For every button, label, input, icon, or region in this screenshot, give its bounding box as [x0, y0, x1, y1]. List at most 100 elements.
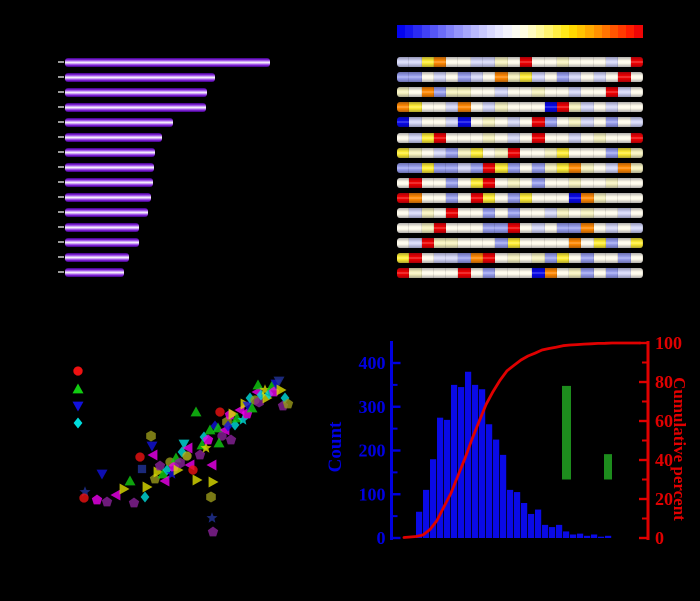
heatmap-cell — [606, 253, 619, 264]
scatter-point — [192, 474, 203, 486]
heatmap-cell — [544, 147, 557, 158]
heatmap-cell — [421, 223, 434, 234]
heatmap-cell — [421, 192, 434, 203]
purple-bar — [65, 267, 124, 277]
heatmap-row — [397, 192, 643, 203]
heatmap-cell — [606, 268, 619, 279]
scatter-point — [190, 406, 202, 417]
heatmap-cell — [495, 223, 508, 234]
heatmap-cell — [409, 238, 422, 249]
heatmap-cell — [421, 208, 434, 218]
heatmap-cell — [470, 177, 484, 188]
heatmap-cell — [556, 132, 570, 143]
heatmap-cell — [458, 223, 471, 234]
heatmap-cell — [569, 102, 582, 113]
heatmap-cell — [446, 117, 459, 128]
heatmap-cell — [495, 57, 508, 67]
scatter-point — [147, 449, 158, 461]
heatmap-cell — [519, 177, 533, 188]
heatmap-cell — [446, 102, 459, 113]
heatmap-cell — [532, 208, 545, 218]
heatmap-cell — [630, 253, 643, 264]
heatmap-cell — [433, 117, 447, 128]
heatmap-cell — [483, 223, 496, 234]
heatmap-cell — [446, 223, 459, 234]
heatmap-cell — [630, 177, 643, 188]
purple-bar — [65, 162, 154, 172]
colorbar-segment — [478, 25, 488, 38]
heatmap-row — [397, 177, 643, 188]
heatmap-cell — [532, 72, 545, 83]
heatmap-cell — [556, 192, 570, 203]
heatmap-cell — [581, 162, 594, 173]
heatmap-cell — [495, 162, 508, 173]
heatmap-cell — [483, 192, 496, 203]
heatmap-cell — [630, 238, 643, 249]
histogram-bar — [458, 387, 465, 538]
heatmap-row — [397, 132, 643, 143]
colorbar-segment — [421, 25, 430, 38]
histogram-bar — [451, 384, 458, 538]
heatmap-cell — [569, 117, 582, 128]
heatmap-cell — [581, 238, 594, 249]
colorbar-segment — [446, 25, 455, 38]
heatmap-cell — [421, 238, 434, 249]
heatmap-cell — [606, 72, 619, 83]
scatter-point — [110, 489, 121, 501]
heatmap-cell — [519, 162, 533, 173]
scatter-point — [206, 491, 216, 503]
heatmap-cell — [409, 162, 422, 173]
heatmap-cell — [606, 117, 619, 128]
heatmap-cell — [593, 117, 607, 128]
heatmap-cell — [483, 117, 496, 128]
heatmap-cell — [544, 87, 557, 98]
heatmap-cell — [470, 238, 484, 249]
green-range-bar — [604, 454, 612, 480]
heatmap-cell — [569, 253, 582, 264]
scatter-point — [256, 389, 266, 401]
bar-ytick — [58, 106, 64, 108]
left-axis-tick-label: 300 — [359, 397, 386, 417]
scatter-point — [101, 496, 113, 507]
bar-ytick — [58, 181, 64, 183]
histogram-bar — [479, 389, 486, 538]
heatmap-cell — [569, 268, 582, 279]
heatmap-cell — [433, 192, 447, 203]
heatmap-cell — [483, 208, 496, 218]
heatmap-cell — [618, 192, 631, 203]
heatmap-grid — [350, 0, 700, 300]
heatmap-cell — [581, 72, 594, 83]
heatmap-cell — [593, 102, 607, 113]
legend-marker — [73, 366, 83, 376]
heatmap-cell — [397, 223, 410, 234]
histogram-bar — [549, 527, 556, 538]
heatmap-cell — [495, 253, 508, 264]
heatmap-cell — [593, 72, 607, 83]
heatmap-cell — [507, 177, 520, 188]
heatmap-cell — [544, 132, 557, 143]
heatmap-cell — [397, 102, 410, 113]
heatmap-cell — [433, 57, 447, 67]
heatmap-cell — [409, 72, 422, 83]
heatmap-cell — [606, 147, 619, 158]
heatmap-cell — [593, 177, 607, 188]
bar-ytick — [58, 166, 64, 168]
heatmap-cell — [581, 87, 594, 98]
left-axis-tick-label: 400 — [359, 353, 386, 373]
heatmap-cell — [544, 57, 557, 67]
heatmap-row — [397, 147, 643, 158]
heatmap-cell — [630, 117, 643, 128]
histogram-bar — [437, 417, 444, 538]
heatmap-cell — [433, 208, 447, 218]
heatmap-cell — [556, 253, 570, 264]
heatmap-cell — [433, 147, 447, 158]
heatmap-cell — [581, 102, 594, 113]
right-axis-tick-label: 0 — [655, 528, 664, 548]
heatmap-cell — [606, 162, 619, 173]
histogram-bar — [500, 454, 507, 538]
heatmap-cell — [544, 162, 557, 173]
heatmap-cell — [495, 87, 508, 98]
colorbar-segment — [618, 25, 627, 38]
colorbar-segment — [519, 25, 528, 38]
heatmap-cell — [507, 208, 520, 218]
